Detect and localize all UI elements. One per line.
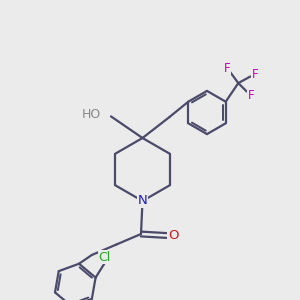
Text: Cl: Cl [98,251,111,264]
Text: N: N [138,194,147,208]
Text: HO: HO [82,107,101,121]
Text: F: F [248,88,254,102]
Text: O: O [168,229,178,242]
Text: F: F [252,68,258,81]
Text: F: F [224,61,231,75]
